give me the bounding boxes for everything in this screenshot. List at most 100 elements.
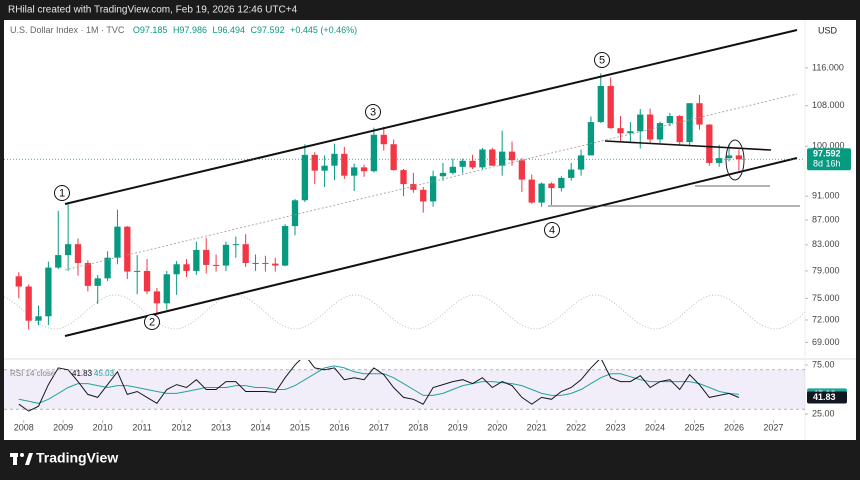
candle-body (627, 131, 634, 134)
candle-body (64, 244, 72, 256)
wave-label: 5 (599, 54, 605, 66)
candle-body (637, 114, 644, 132)
wave-circle (144, 314, 160, 330)
currency: USD (818, 25, 838, 35)
candle-body (193, 249, 200, 271)
candle-body (479, 149, 486, 168)
ohlc-open: O97.185 (133, 25, 168, 35)
candle-body (35, 316, 42, 321)
candle-body (341, 153, 348, 176)
candle-body (568, 169, 575, 178)
ohlc-change: +0.445 (+0.46%) (290, 25, 357, 35)
candle-body (716, 158, 723, 163)
y-tick-label: 108.000 (812, 100, 845, 110)
candle-body (143, 270, 151, 292)
y-tick-label: 91.000 (812, 191, 840, 201)
x-tick-label: 2017 (369, 422, 389, 432)
x-tick-label: 2012 (172, 422, 192, 432)
candle-body (370, 134, 378, 172)
candle-body (735, 155, 743, 160)
wave-circle (365, 104, 381, 120)
rsi-layer (4, 360, 805, 412)
candle-layer (4, 73, 805, 330)
wave-circle (54, 185, 70, 201)
candle-body (55, 255, 62, 268)
rsi-value-box (807, 391, 847, 404)
candle-body (45, 267, 52, 317)
candle-body (459, 160, 466, 167)
x-tick-label: 2018 (408, 422, 428, 432)
rsi-line (18, 360, 740, 412)
candle-body (499, 151, 506, 166)
candle-body (183, 264, 190, 271)
y-tick-label: 75.000 (812, 293, 840, 303)
rsi-legend-value: 41.83 (72, 369, 93, 378)
last-price-label: 97.592 (813, 149, 841, 159)
wave-label: 1 (59, 187, 65, 199)
x-tick-label: 2014 (250, 422, 270, 432)
drawings (64, 29, 800, 337)
candle-body (281, 226, 289, 266)
candle-body (203, 249, 210, 265)
candle-body (587, 122, 595, 156)
x-tick-label: 2025 (685, 422, 705, 432)
candle-body (252, 262, 259, 264)
candle-body (173, 264, 180, 275)
wave-label: 4 (549, 224, 555, 236)
y-tick-label: 116.000 (812, 62, 844, 72)
x-tick-label: 2013 (211, 422, 231, 432)
x-tick-label: 2008 (14, 422, 34, 432)
candle-body (380, 134, 387, 145)
footer (0, 440, 860, 480)
x-tick-label: 2027 (763, 422, 783, 432)
candle-body (439, 172, 447, 177)
wave-circle (594, 52, 610, 68)
candle-body (94, 278, 101, 286)
candle-body (558, 177, 565, 189)
x-tick-label: 2020 (487, 422, 507, 432)
chart-title: U.S. Dollar Index · 1M · TVC O97.185 H97… (10, 25, 357, 35)
rsi-tick-label: 25.00 (812, 408, 835, 418)
ohlc-high: H97.986 (173, 25, 207, 35)
logo-mark (13, 453, 17, 465)
candle-body (84, 262, 92, 286)
rsi-ma-line (18, 365, 739, 404)
candle-body (272, 263, 279, 266)
candle-body (607, 85, 614, 129)
candle-body (420, 189, 427, 202)
logo-mark (20, 453, 24, 457)
candle-body (508, 151, 516, 161)
candle-body (548, 183, 555, 189)
rsi-band (4, 369, 805, 410)
candle-body (212, 264, 220, 266)
candle-body (25, 286, 32, 321)
candle-body (656, 123, 664, 140)
x-tick-label: 2009 (53, 422, 73, 432)
ohlc-low: L96.494 (212, 25, 245, 35)
y-tick-label: 87.000 (812, 214, 840, 224)
countdown: 8d 16h (813, 159, 841, 169)
candle-body (617, 128, 624, 134)
lower-channel (64, 157, 798, 337)
x-tick-label: 2022 (566, 422, 586, 432)
candle-body (104, 257, 111, 279)
x-tick-label: 2010 (93, 422, 113, 432)
candle-body (518, 160, 526, 180)
candle-body (262, 262, 269, 264)
candle-body (686, 103, 693, 143)
candle-body (489, 149, 496, 166)
highlight-ellipse (725, 139, 745, 181)
candle-body (577, 155, 585, 170)
rsi-legend-ma: 45.03 (94, 369, 115, 378)
wave-circle (544, 222, 560, 238)
candle-body (291, 200, 299, 227)
y-tick-label: 72.000 (812, 314, 840, 324)
y-tick-label: 69.000 (812, 337, 840, 347)
candle-body (676, 116, 683, 143)
candle-body (666, 116, 674, 124)
candle-body (134, 270, 141, 272)
x-tick-label: 2016 (329, 422, 349, 432)
y-tick-label: 83.000 (812, 239, 840, 249)
ohlc-close: C97.592 (251, 25, 285, 35)
